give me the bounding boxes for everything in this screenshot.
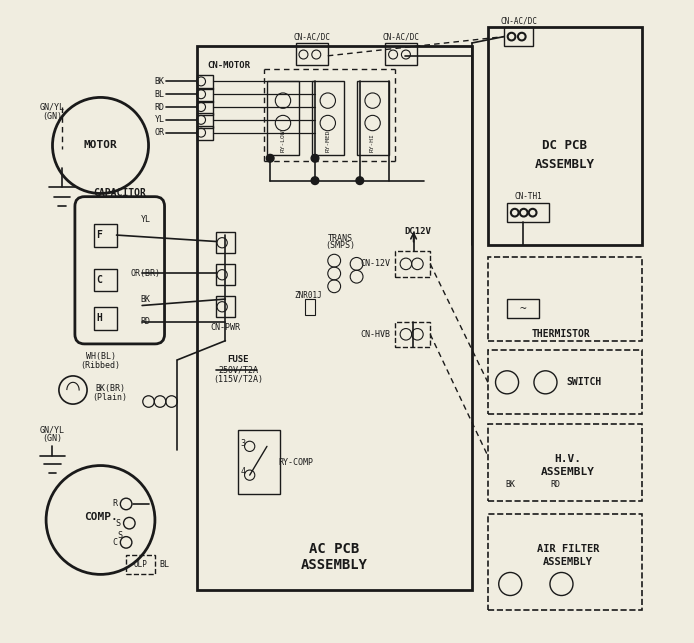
Bar (488, 350, 641, 414)
Text: RD: RD (155, 102, 164, 111)
Text: YL: YL (140, 215, 151, 224)
Text: (GN): (GN) (42, 112, 62, 121)
Bar (296, 43, 328, 66)
Bar (488, 257, 641, 341)
Text: (SMPS): (SMPS) (325, 242, 355, 251)
Text: GN/YL: GN/YL (40, 426, 65, 435)
Text: 250V/T2A: 250V/T2A (218, 366, 258, 375)
Text: (Ribbed): (Ribbed) (81, 361, 121, 370)
Text: RY-HI: RY-HI (370, 133, 375, 152)
Text: H.V.: H.V. (555, 454, 582, 464)
Bar (196, 88, 212, 102)
Bar (126, 555, 155, 574)
Text: C: C (96, 275, 102, 285)
Text: CN-MOTOR: CN-MOTOR (207, 61, 250, 70)
Bar (395, 322, 430, 347)
Circle shape (266, 154, 274, 162)
Text: CN-AC/DC: CN-AC/DC (383, 32, 420, 41)
Text: THERMISTOR: THERMISTOR (532, 329, 591, 340)
Bar (395, 251, 430, 276)
Bar (357, 82, 389, 155)
Bar (238, 430, 280, 494)
Text: BL: BL (160, 560, 169, 569)
Text: 4: 4 (241, 467, 246, 476)
Text: CN-12V: CN-12V (360, 259, 390, 268)
Text: TRANS: TRANS (328, 234, 353, 243)
Bar (196, 126, 212, 140)
Text: S: S (117, 532, 122, 541)
Bar (488, 27, 641, 245)
Text: RY-LOW: RY-LOW (280, 129, 285, 152)
Text: RY-MED: RY-MED (325, 129, 330, 152)
Bar (385, 43, 417, 66)
Text: ZNR01J: ZNR01J (295, 291, 323, 300)
Text: ASSEMBLY: ASSEMBLY (534, 158, 595, 171)
Text: F: F (96, 230, 102, 240)
Text: DC12V: DC12V (404, 228, 431, 237)
Text: S: S (115, 519, 120, 528)
Circle shape (311, 177, 319, 185)
Bar (94, 307, 117, 330)
Text: OR(BR): OR(BR) (130, 269, 160, 278)
Text: AIR FILTER: AIR FILTER (536, 544, 599, 554)
Text: ASSEMBLY: ASSEMBLY (301, 557, 368, 572)
Text: AC PCB: AC PCB (309, 542, 359, 556)
Bar (488, 514, 641, 610)
Bar (216, 296, 235, 317)
Text: CAPACITOR: CAPACITOR (93, 188, 146, 199)
Text: RY-COMP: RY-COMP (278, 458, 313, 467)
Text: COMP.: COMP. (84, 512, 117, 521)
Circle shape (356, 177, 364, 185)
Text: OLP: OLP (134, 560, 148, 569)
Text: MOTOR: MOTOR (84, 140, 117, 150)
Text: GN/YL: GN/YL (40, 102, 65, 111)
Text: YL: YL (155, 115, 164, 124)
Text: H: H (96, 313, 102, 323)
Text: CN-AC/DC: CN-AC/DC (500, 16, 537, 25)
Text: BK: BK (140, 294, 151, 303)
Bar (305, 299, 315, 315)
Text: DC PCB: DC PCB (542, 139, 587, 152)
Bar (216, 264, 235, 285)
Bar (94, 224, 117, 247)
Text: 3: 3 (241, 439, 246, 448)
Bar (196, 100, 212, 114)
Bar (312, 82, 344, 155)
Text: CN-TH1: CN-TH1 (514, 192, 542, 201)
Text: WH(BL): WH(BL) (85, 352, 115, 361)
Bar (507, 299, 539, 318)
Text: BL: BL (155, 90, 164, 99)
Text: CN-PWR: CN-PWR (210, 323, 240, 332)
Bar (196, 46, 472, 590)
Text: FUSE: FUSE (228, 356, 249, 365)
Text: BK: BK (155, 77, 164, 86)
Bar (488, 424, 641, 501)
Text: ASSEMBLY: ASSEMBLY (541, 467, 595, 477)
Text: C: C (112, 538, 117, 547)
Text: ~: ~ (520, 303, 527, 314)
Text: (GN): (GN) (42, 433, 62, 442)
Text: CN-HVB: CN-HVB (360, 330, 390, 339)
Text: RD: RD (550, 480, 560, 489)
Text: CN-AC/DC: CN-AC/DC (294, 32, 330, 41)
Text: OR: OR (155, 128, 164, 137)
Text: SWITCH: SWITCH (566, 377, 602, 387)
Text: BK: BK (505, 480, 515, 489)
Text: BK(BR): BK(BR) (95, 385, 125, 394)
Text: (Plain): (Plain) (92, 392, 128, 401)
Bar (196, 113, 212, 127)
Bar (507, 203, 549, 222)
Text: RD: RD (140, 317, 151, 326)
Bar (267, 82, 299, 155)
Bar (504, 27, 533, 46)
Bar (216, 232, 235, 253)
Text: R: R (112, 500, 117, 509)
Text: (115V/T2A): (115V/T2A) (213, 375, 263, 384)
Circle shape (311, 154, 319, 162)
Bar (196, 75, 212, 89)
Bar (94, 269, 117, 291)
Text: ASSEMBLY: ASSEMBLY (543, 557, 593, 566)
